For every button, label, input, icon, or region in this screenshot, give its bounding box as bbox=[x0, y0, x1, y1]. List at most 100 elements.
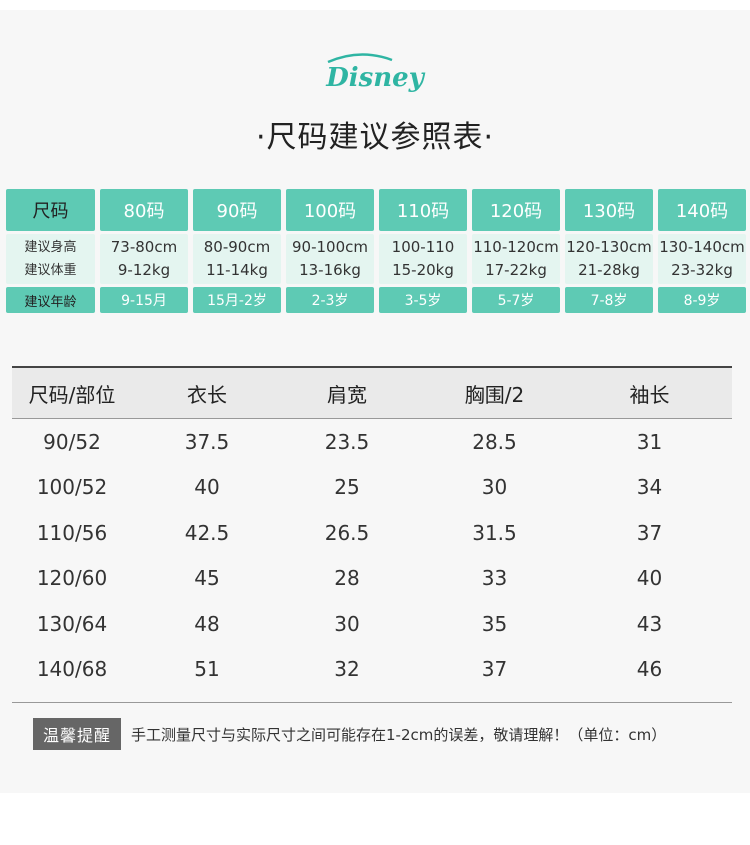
table-cell: 34 bbox=[636, 475, 663, 500]
weight-value: 9-12kg bbox=[117, 261, 171, 279]
label-weight: 建议体重 bbox=[24, 263, 77, 278]
age-value: 3-5岁 bbox=[404, 293, 442, 309]
reminder-text: 手工测量尺寸与实际尺寸之间可能存在1-2cm的误差，敬请理解！（单位：cm） bbox=[131, 725, 667, 744]
size-col-header: 80码 bbox=[100, 189, 188, 231]
height-value: 80-90cm bbox=[203, 238, 271, 256]
age-value: 2-3岁 bbox=[311, 293, 349, 309]
height-value: 120-130cm bbox=[566, 238, 652, 256]
size-label: 120码 bbox=[489, 201, 543, 222]
size-col-age: 7-8岁 bbox=[565, 287, 653, 313]
label-size: 尺码 bbox=[32, 201, 69, 222]
size-col-age: 9-15月 bbox=[100, 287, 188, 313]
size-col-header: 110码 bbox=[379, 189, 467, 231]
table-cell: 30 bbox=[481, 475, 508, 500]
size-col-age: 15月-2岁 bbox=[193, 287, 281, 313]
size-label: 80码 bbox=[123, 201, 165, 222]
table-row: 120/60 45 28 33 40 bbox=[12, 556, 732, 602]
table-cell: 130/64 bbox=[36, 611, 108, 636]
table-cell: 140/68 bbox=[36, 657, 108, 682]
age-value: 5-7岁 bbox=[497, 293, 535, 309]
size-col-header: 90码 bbox=[193, 189, 281, 231]
age-value: 15月-2岁 bbox=[207, 293, 267, 309]
table-cell: 51 bbox=[194, 657, 220, 682]
header-chest: 胸围/2 bbox=[464, 382, 525, 407]
reminder-badge: 温馨提醒 bbox=[33, 718, 122, 750]
size-col-header: 120码 bbox=[472, 189, 560, 231]
table-cell: 48 bbox=[194, 611, 220, 636]
table-body: 90/52 37.5 23.5 28.5 31 100/52 40 25 30 34 110/56 4… bbox=[12, 419, 732, 692]
table-cell: 45 bbox=[194, 566, 220, 591]
table-cell: 100/52 bbox=[36, 475, 108, 500]
page-title: ·尺码建议参照表· bbox=[255, 120, 495, 155]
disney-logo: Disney bbox=[0, 50, 750, 98]
table-cell: 46 bbox=[636, 657, 663, 682]
size-col-age: 5-7岁 bbox=[472, 287, 560, 313]
table-cell: 43 bbox=[636, 611, 663, 636]
table-cell: 35 bbox=[481, 611, 508, 636]
table-cell: 31.5 bbox=[472, 520, 517, 545]
row-label-height-weight: 建议身高 建议体重 bbox=[6, 234, 95, 284]
weight-value: 17-22kg bbox=[485, 261, 547, 279]
size-label: 90码 bbox=[216, 201, 258, 222]
table-cell: 28 bbox=[334, 566, 360, 591]
svg-text:Disney: Disney bbox=[325, 63, 426, 93]
weight-value: 11-14kg bbox=[206, 261, 268, 279]
age-value: 9-15月 bbox=[121, 293, 167, 309]
table-cell: 42.5 bbox=[184, 520, 230, 545]
size-label: 100码 bbox=[303, 201, 357, 222]
table-row: 100/52 40 25 30 34 bbox=[12, 465, 732, 511]
table-row: 110/56 42.5 26.5 31.5 37 bbox=[12, 510, 732, 556]
table-row: 90/52 37.5 23.5 28.5 31 bbox=[12, 419, 732, 465]
table-cell: 31 bbox=[636, 429, 663, 454]
size-col-age: 2-3岁 bbox=[286, 287, 374, 313]
size-col-body: 130-140cm 23-32kg bbox=[658, 234, 746, 284]
table-cell: 120/60 bbox=[36, 566, 108, 591]
size-col-header: 130码 bbox=[565, 189, 653, 231]
size-col-age: 8-9岁 bbox=[658, 287, 746, 313]
table-header: 尺码/部位 衣长 肩宽 胸围/2 袖长 bbox=[12, 368, 732, 419]
height-value: 100-110 bbox=[391, 238, 455, 256]
weight-value: 23-32kg bbox=[671, 261, 733, 279]
table-cell: 37 bbox=[481, 657, 508, 682]
table-cell: 30 bbox=[334, 611, 360, 636]
size-label: 130码 bbox=[582, 201, 636, 222]
table-cell: 25 bbox=[334, 475, 360, 500]
height-value: 130-140cm bbox=[659, 238, 745, 256]
header-shoulder: 肩宽 bbox=[327, 382, 367, 407]
size-col-body: 110-120cm 17-22kg bbox=[472, 234, 560, 284]
table-cell: 32 bbox=[334, 657, 360, 682]
header-size-part: 尺码/部位 bbox=[28, 382, 116, 407]
size-col-body: 80-90cm 11-14kg bbox=[193, 234, 281, 284]
table-row: 140/68 51 32 37 46 bbox=[12, 647, 732, 693]
weight-value: 21-28kg bbox=[578, 261, 640, 279]
row-label-age: 建议年龄 bbox=[6, 287, 95, 313]
table-cell: 90/52 bbox=[43, 429, 101, 454]
size-col-body: 100-110 15-20kg bbox=[379, 234, 467, 284]
table-cell: 110/56 bbox=[36, 520, 108, 545]
reminder: 温馨提醒 手工测量尺寸与实际尺寸之间可能存在1-2cm的误差，敬请理解！（单位：… bbox=[33, 718, 666, 750]
height-value: 73-80cm bbox=[110, 238, 178, 256]
weight-value: 13-16kg bbox=[299, 261, 361, 279]
header-length: 衣长 bbox=[187, 382, 227, 407]
size-col-body: 90-100cm 13-16kg bbox=[286, 234, 374, 284]
size-col-body: 120-130cm 21-28kg bbox=[565, 234, 653, 284]
table-cell: 28.5 bbox=[472, 429, 517, 454]
size-col-header: 140码 bbox=[658, 189, 746, 231]
label-age: 建议年龄 bbox=[24, 294, 77, 310]
measurement-table: 尺码/部位 衣长 肩宽 胸围/2 袖长 90/52 37.5 23.5 28.5 31 1… bbox=[12, 366, 732, 703]
row-label-size: 尺码 bbox=[6, 189, 95, 231]
table-cell: 40 bbox=[636, 566, 663, 591]
label-height: 建议身高 bbox=[24, 240, 77, 255]
table-top-rule bbox=[12, 366, 732, 368]
table-bottom-rule bbox=[12, 702, 732, 703]
size-col-age: 3-5岁 bbox=[379, 287, 467, 313]
table-row: 130/64 48 30 35 43 bbox=[12, 601, 732, 647]
table-cell: 33 bbox=[481, 566, 508, 591]
age-value: 8-9岁 bbox=[683, 293, 721, 309]
weight-value: 15-20kg bbox=[392, 261, 454, 279]
table-cell: 40 bbox=[194, 475, 220, 500]
age-value: 7-8岁 bbox=[590, 293, 628, 309]
header-sleeve: 袖长 bbox=[629, 382, 670, 407]
table-cell: 26.5 bbox=[324, 520, 370, 545]
size-label: 140码 bbox=[675, 201, 729, 222]
